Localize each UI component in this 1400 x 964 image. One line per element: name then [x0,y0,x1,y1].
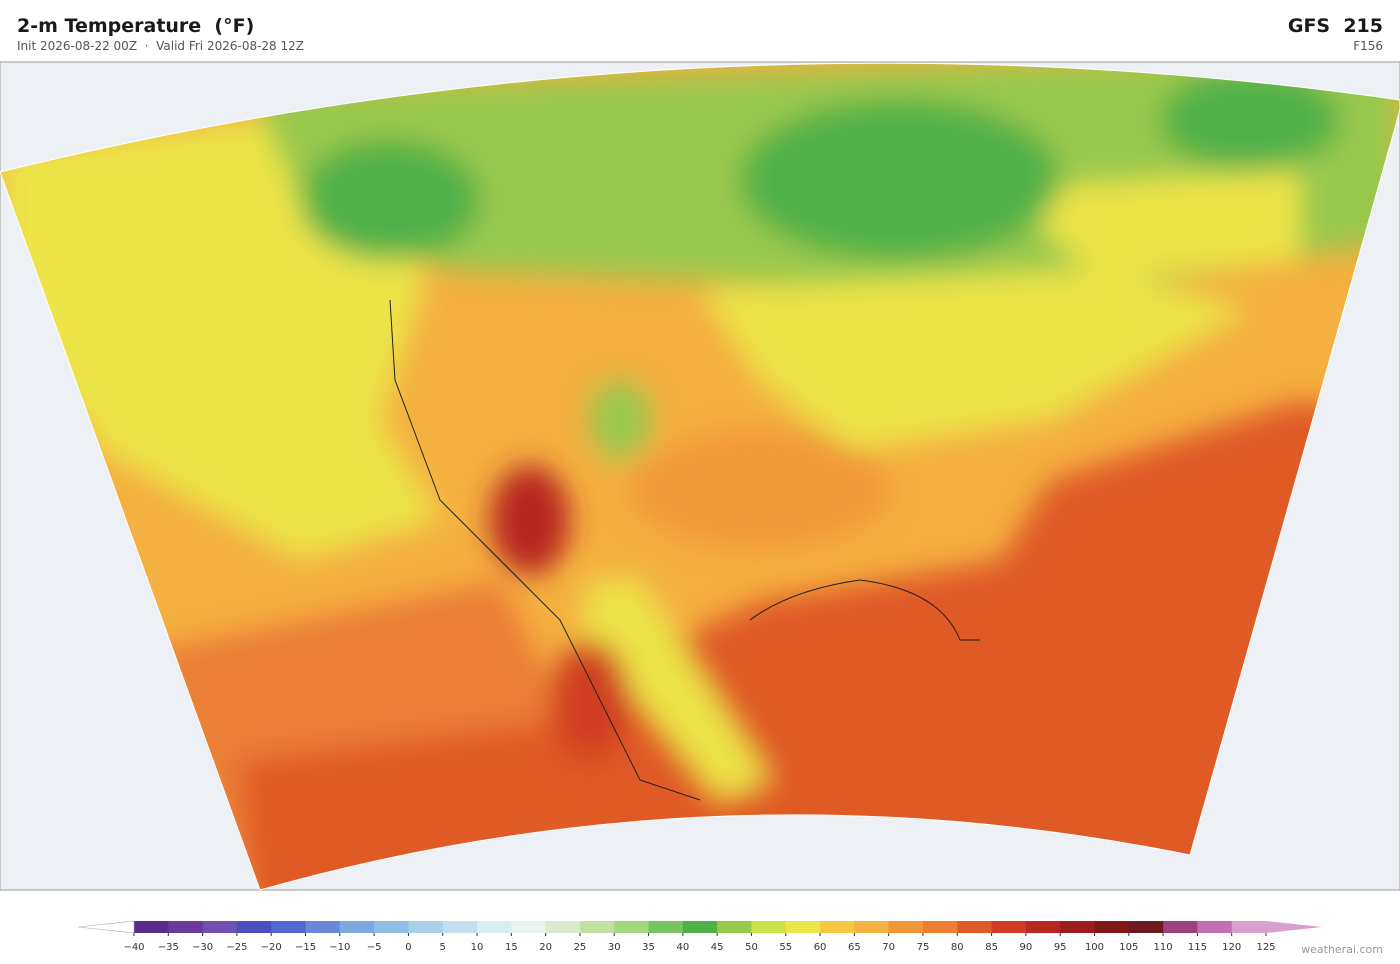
colorbar-under [77,920,135,934]
colorbar-bin [922,921,958,933]
colorbar-tick-label: −25 [226,942,247,953]
colorbar-bin [648,921,684,933]
colorbar-tick-label: 45 [711,942,724,953]
colorbar-bin [374,921,409,933]
colorbar-tick-label: 120 [1222,942,1241,953]
colorbar-tick-label: 55 [779,942,792,953]
colorbar-tick-label: 85 [985,942,998,953]
colorbar-bin [168,921,204,933]
colorbar-tick-label: −10 [329,942,350,953]
title: 2-m Temperature (°F) [17,15,255,37]
colorbar-tick-label: 60 [814,942,827,953]
colorbar-tick-label: −30 [192,942,213,953]
colorbar-tick-label: 25 [574,942,587,953]
colorbar-tick-label: −20 [261,942,282,953]
domain-edge [0,62,1400,891]
colorbar-bin [408,921,444,933]
colorbar-tick-label: 10 [471,942,484,953]
colorbar-tick-label: 35 [642,942,655,953]
colorbar-tick-label: 125 [1256,942,1275,953]
colorbar-tick-label: 70 [882,942,895,953]
colorbar-tick-label: 50 [745,942,758,953]
colorbar-tick-label: 5 [440,942,446,953]
colorbar-bin [1163,921,1198,933]
temperature-field [0,63,1400,890]
colorbar: −40 −35 −30 −25 −20 −15 −10 −5 0 5 10 15 20 25 30 35 40 4… [77,920,1322,953]
colorbar-bin [1128,921,1164,933]
colorbar-tick-label: −5 [367,942,382,953]
colorbar-bin [579,921,615,933]
colorbar-tick-label: 40 [676,942,689,953]
colorbar-bin [614,921,650,933]
colorbar-tick-label: −35 [158,942,179,953]
colorbar-tick-label: −15 [295,942,316,953]
colorbar-bin [717,921,752,933]
colorbar-bin [785,921,821,933]
colorbar-bin [1231,921,1267,933]
colorbar-bin [236,921,272,933]
colorbar-tick-label: 105 [1119,942,1138,953]
colorbar-bin [271,921,307,933]
colorbar-bin [888,921,924,933]
watermark: weatherai.com [1301,943,1383,956]
subtitle: Init 2026-08-22 00Z · Valid Fri 2026-08-… [17,39,304,53]
colorbar-bin [442,921,478,933]
coastline [389,299,980,801]
colorbar-tick-label: 90 [1020,942,1033,953]
colorbar-tick-label: 65 [848,942,861,953]
colorbar-tick-label: 110 [1154,942,1173,953]
colorbar-bin [545,921,581,933]
colorbar-bin [202,921,238,933]
colorbar-bin [1094,921,1130,933]
colorbar-tick-label: −40 [123,942,144,953]
forecast-hour: F156 [1353,39,1383,53]
model: GFS 215 [1287,15,1383,37]
colorbar-bin [854,921,890,933]
colorbar-bin [957,921,993,933]
colorbar-bin [1060,921,1095,933]
colorbar-tick-label: 30 [608,942,621,953]
colorbar-bin [751,921,787,933]
colorbar-tick-label: 75 [917,942,930,953]
colorbar-bin [820,921,855,933]
colorbar-bin [305,921,341,933]
colorbar-bin [991,921,1027,933]
colorbar-tick-label: 115 [1188,942,1207,953]
colorbar-bin [511,921,547,933]
colorbar-bin [339,921,375,933]
colorbar-tick-label: 0 [405,942,411,953]
colorbar-bin [134,921,169,933]
colorbar-over [1266,921,1322,933]
colorbar-tick-label: 15 [505,942,518,953]
colorbar-tick-label: 100 [1085,942,1104,953]
colorbar-bin [682,921,718,933]
colorbar-tick-label: 95 [1054,942,1067,953]
colorbar-bin [477,921,512,933]
colorbar-tick-label: 80 [951,942,964,953]
colorbar-bin [1025,921,1061,933]
colorbar-tick-label: 20 [539,942,552,953]
colorbar-bin [1197,921,1233,933]
